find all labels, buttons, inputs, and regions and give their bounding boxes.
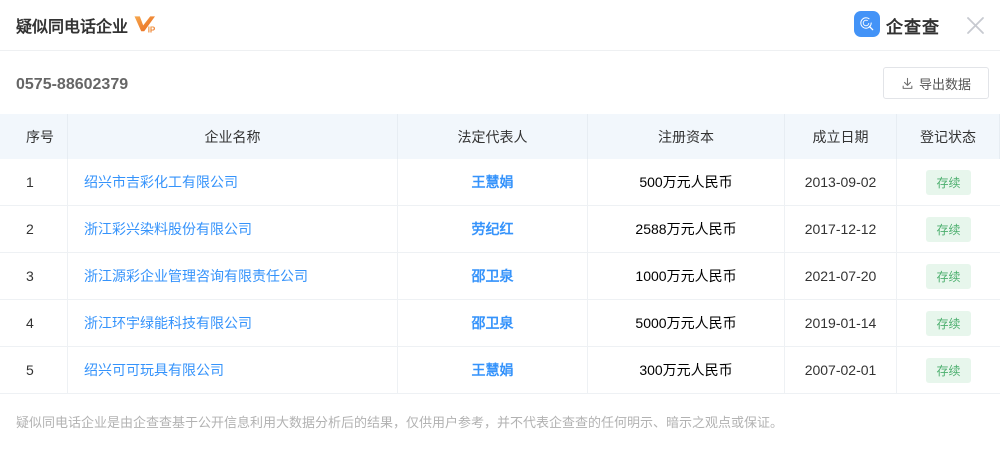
svg-text:IP: IP — [148, 25, 156, 34]
